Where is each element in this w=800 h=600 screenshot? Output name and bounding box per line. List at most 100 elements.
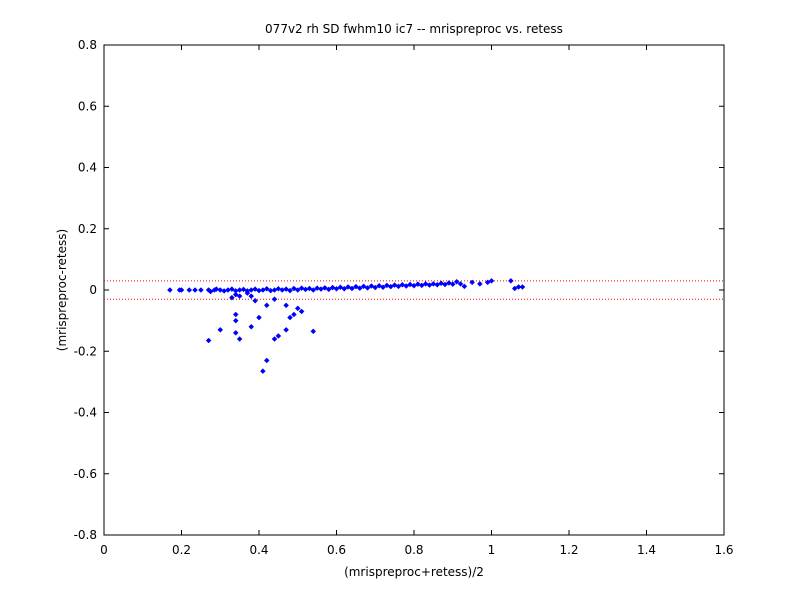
data-point — [260, 368, 266, 375]
data-point — [236, 336, 243, 342]
y-tick-label: 0 — [89, 283, 97, 297]
data-point — [232, 291, 239, 298]
x-tick-label: 1.6 — [714, 543, 733, 557]
data-point — [368, 283, 375, 289]
data-point — [453, 278, 460, 285]
data-point — [186, 287, 193, 293]
data-point — [198, 287, 204, 293]
x-tick-label: 0.6 — [327, 543, 346, 557]
data-point — [298, 308, 305, 315]
data-point — [287, 314, 293, 321]
tick-labels: 0 0.2 0.4 0.6 0.8 1 1.2 1.4 1.6 0.8 0.6 0.4 0.2 0 -0.2… — [74, 38, 734, 557]
data-point — [380, 284, 386, 291]
data-point — [399, 281, 406, 288]
data-point — [287, 287, 293, 294]
data-point — [353, 283, 359, 290]
data-point — [291, 311, 297, 318]
data-point — [345, 284, 351, 290]
data-point — [484, 279, 491, 286]
data-point — [310, 287, 317, 293]
data-point — [469, 279, 475, 286]
x-tick-label: 1 — [488, 543, 496, 557]
data-point — [207, 288, 214, 295]
data-point — [263, 357, 270, 364]
data-point — [372, 284, 379, 291]
data-point — [217, 326, 224, 333]
data-point — [232, 311, 239, 318]
data-point — [232, 330, 239, 336]
x-tick-label: 0.4 — [249, 543, 268, 557]
data-point — [376, 282, 382, 289]
x-tick-label: 1.2 — [559, 543, 578, 557]
data-point — [325, 286, 332, 293]
data-point — [449, 281, 456, 288]
data-point — [356, 285, 363, 292]
data-point — [232, 317, 239, 324]
y-tick-label: -0.8 — [74, 528, 97, 542]
data-point — [306, 285, 313, 292]
data-point — [508, 277, 514, 284]
y-tick-label: -0.4 — [74, 406, 97, 420]
data-point — [167, 287, 173, 293]
data-point — [411, 282, 417, 289]
data-point — [229, 286, 235, 292]
y-tick-label: -0.6 — [74, 467, 97, 481]
data-point — [310, 328, 317, 335]
data-point — [364, 285, 371, 291]
data-point — [298, 285, 305, 292]
y-tick-label: 0.4 — [78, 161, 97, 175]
data-point — [205, 337, 212, 344]
data-point — [248, 323, 255, 330]
y-axis-label: (mrispreproc-retess) — [55, 229, 69, 351]
y-tick-label: 0.8 — [78, 38, 97, 52]
data-point — [360, 283, 367, 290]
data-point — [438, 280, 444, 287]
data-point — [229, 294, 235, 301]
data-point — [434, 281, 441, 288]
data-point — [291, 285, 297, 292]
data-point — [337, 284, 344, 291]
data-point — [283, 326, 289, 333]
data-point — [488, 277, 495, 284]
data-point — [248, 293, 255, 299]
data-point — [271, 296, 278, 303]
data-point — [252, 286, 258, 292]
data-point — [403, 283, 410, 289]
data-point — [418, 282, 425, 289]
axis-ticks — [103, 44, 725, 536]
data-point — [519, 284, 526, 290]
data-point — [322, 285, 328, 291]
data-point — [256, 314, 262, 321]
data-point — [515, 284, 522, 290]
x-tick-label: 0.2 — [172, 543, 191, 557]
data-points — [167, 277, 526, 375]
data-point — [271, 336, 278, 342]
data-point — [217, 287, 224, 293]
reference-lines — [104, 280, 724, 300]
data-point — [294, 287, 301, 293]
y-tick-label: -0.2 — [74, 344, 97, 358]
data-point — [442, 281, 448, 288]
data-point — [240, 286, 247, 293]
data-point — [236, 293, 243, 299]
data-point — [178, 287, 185, 293]
data-point — [263, 285, 270, 292]
data-point — [477, 281, 483, 287]
y-tick-label: 0.2 — [78, 222, 97, 236]
y-tick-label: 0.6 — [78, 99, 97, 113]
data-point — [244, 290, 251, 296]
data-point — [314, 285, 320, 292]
data-point — [461, 283, 468, 290]
x-tick-label: 0.8 — [404, 543, 423, 557]
data-point — [192, 287, 198, 293]
chart-title: 077v2 rh SD fwhm10 ic7 -- mrispreproc vs… — [265, 22, 563, 36]
data-point — [341, 285, 348, 292]
data-point — [275, 333, 282, 339]
data-point — [333, 285, 340, 292]
data-point — [283, 286, 289, 292]
data-point — [294, 305, 301, 312]
data-point — [283, 302, 289, 309]
data-point — [511, 285, 518, 292]
data-point — [395, 283, 402, 290]
